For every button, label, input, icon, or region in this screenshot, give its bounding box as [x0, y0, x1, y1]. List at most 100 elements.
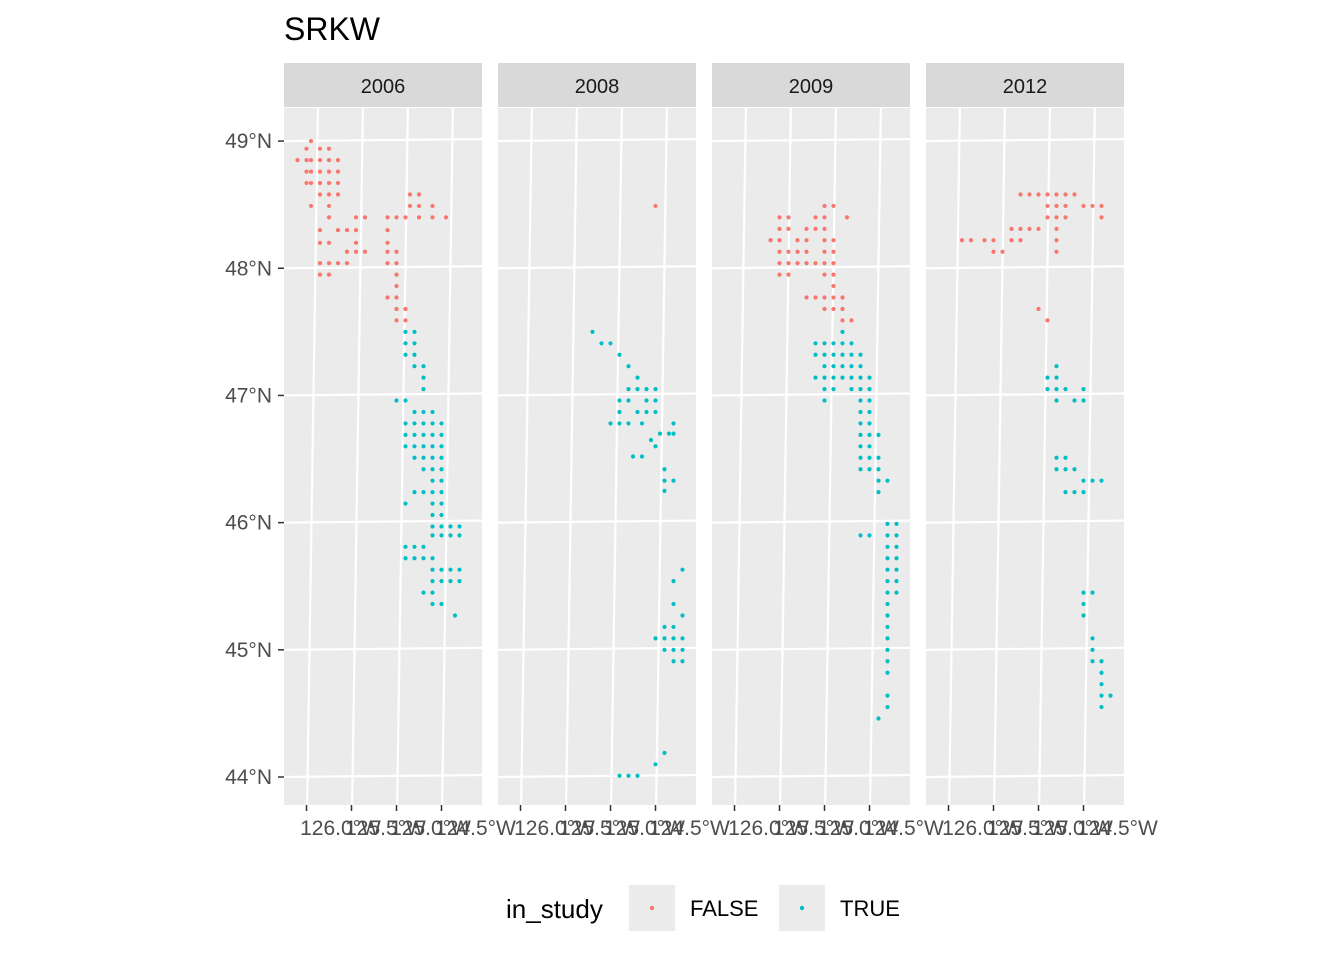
data-point: [885, 567, 890, 572]
data-point: [885, 478, 890, 483]
data-point: [1099, 670, 1104, 675]
data-point: [457, 524, 462, 529]
data-point: [840, 329, 845, 334]
legend-key-point: [799, 905, 805, 911]
data-point: [777, 215, 782, 220]
data-point: [653, 398, 658, 403]
gridline-longitude: [1083, 108, 1096, 805]
data-point: [671, 647, 676, 652]
data-point: [412, 455, 417, 460]
data-point: [680, 567, 685, 572]
data-point: [1063, 203, 1068, 209]
gridline-latitude: [284, 265, 482, 270]
data-point: [885, 659, 890, 664]
data-point: [858, 375, 863, 380]
gridline-latitude: [712, 646, 910, 651]
data-point: [326, 146, 332, 151]
data-point: [416, 203, 422, 209]
data-point: [421, 455, 426, 460]
data-point: [385, 295, 390, 300]
data-point: [858, 352, 863, 357]
data-point: [326, 192, 332, 197]
data-point: [317, 158, 323, 163]
data-point: [885, 704, 890, 710]
panel-gridlines: [498, 108, 696, 805]
gridline-longitude: [915, 68, 927, 845]
data-point: [1063, 490, 1068, 495]
data-point: [849, 375, 854, 380]
data-point: [448, 524, 453, 529]
data-point: [1009, 238, 1014, 243]
data-point: [662, 624, 667, 630]
data-point: [849, 386, 854, 392]
data-point: [412, 409, 417, 415]
data-point: [353, 228, 359, 233]
data-point: [804, 295, 809, 300]
data-point: [671, 601, 676, 607]
data-point: [786, 215, 791, 220]
data-point: [317, 228, 323, 233]
data-point: [617, 398, 622, 403]
data-point: [335, 228, 341, 233]
data-point: [653, 636, 658, 641]
panel-points: [590, 203, 685, 778]
data-point: [448, 533, 453, 538]
data-point: [412, 341, 417, 346]
data-point: [448, 579, 453, 584]
data-point: [403, 421, 408, 426]
data-point: [671, 659, 676, 664]
data-point: [1054, 249, 1059, 254]
gridline-longitude: [1129, 68, 1141, 845]
data-point: [430, 601, 435, 607]
data-point: [662, 488, 667, 493]
facets-layer: 2006126.0°W125.5°W125.0°W124.5°W2008126.…: [284, 63, 1158, 845]
x-tick-label: 125.5°W: [987, 817, 1068, 840]
gridline-latitude: [712, 137, 910, 143]
data-point: [1054, 375, 1059, 380]
data-point: [439, 432, 444, 437]
gridline-latitude: [284, 773, 482, 779]
y-tick-label: 44°N: [225, 766, 272, 789]
data-point: [858, 467, 863, 472]
x-tick-label: 124.5°W: [863, 817, 944, 840]
data-point: [804, 249, 809, 254]
data-point: [439, 501, 444, 506]
data-point: [894, 567, 899, 572]
data-point: [666, 431, 672, 436]
data-point: [662, 636, 667, 641]
data-point: [885, 624, 890, 630]
data-point: [644, 409, 649, 415]
data-point: [430, 512, 435, 518]
data-point: [822, 398, 827, 403]
data-point: [813, 341, 818, 346]
data-point: [822, 341, 827, 346]
y-tick-label: 45°N: [225, 639, 272, 662]
x-tick-label: 125.0°W: [818, 817, 899, 840]
data-point: [680, 613, 685, 618]
data-point: [421, 364, 426, 369]
data-point: [822, 238, 827, 243]
data-point: [421, 556, 426, 561]
data-point: [1054, 215, 1059, 220]
gridline-longitude: [306, 108, 319, 805]
data-point: [326, 180, 332, 186]
facet-strip: [712, 63, 910, 107]
data-point: [1081, 398, 1086, 403]
data-point: [662, 478, 667, 483]
data-point: [439, 512, 444, 518]
data-point: [849, 341, 854, 346]
data-point: [304, 146, 309, 151]
data-point: [822, 306, 827, 312]
data-point: [1063, 467, 1068, 472]
data-point: [590, 329, 595, 334]
facet-strip-label: 2012: [1003, 76, 1048, 98]
data-point: [671, 431, 676, 436]
data-point: [867, 455, 872, 460]
data-point: [894, 579, 899, 584]
data-point: [849, 364, 854, 369]
data-point: [344, 228, 350, 233]
data-point: [403, 556, 408, 561]
x-tick-label: 125.5°W: [773, 817, 854, 840]
